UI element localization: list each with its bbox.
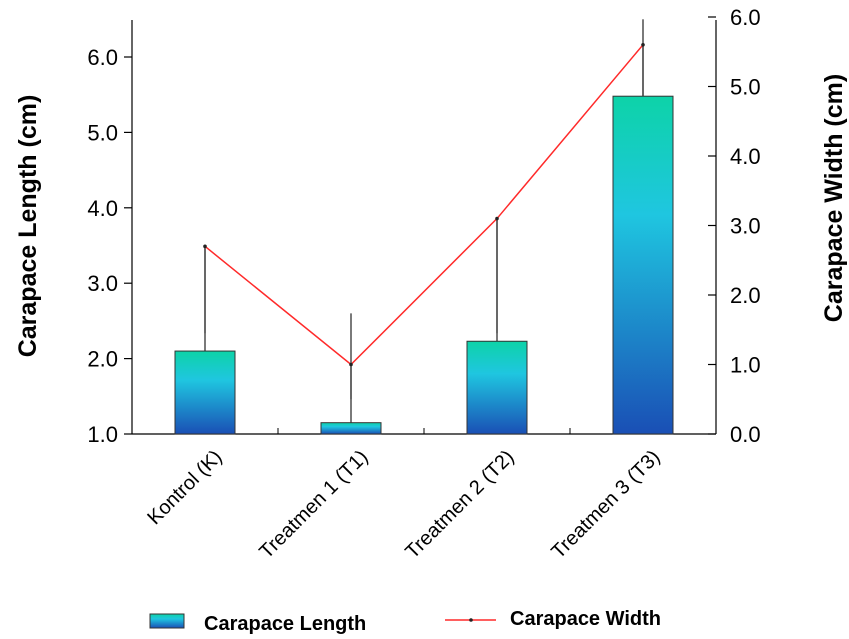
line-point [495, 216, 499, 221]
plot-area: 1.0 2.0 3.0 4.0 5.0 6.0 0.0 1.0 2.0 3.0 4.0 5.0 6.0 K… [87, 5, 760, 563]
y-left-tick-label: 6.0 [87, 45, 118, 70]
legend-label-carapace-length: Carapace Length [204, 613, 366, 635]
y-right-tick-label: 5.0 [730, 75, 761, 100]
y-right-axis-title: Carapace Width (cm) [820, 74, 848, 322]
y-left-tick-label: 4.0 [87, 196, 118, 221]
category-label: Treatmen 1 (T1) [255, 446, 372, 563]
y-left-tick-label: 1.0 [87, 422, 118, 447]
y-right-tick-label: 3.0 [730, 214, 761, 239]
line-point [203, 244, 207, 249]
y-right-tick-label: 4.0 [730, 144, 761, 169]
legend-marker-carapace-width [469, 618, 473, 622]
y-right-tick-label: 2.0 [730, 283, 761, 308]
series-line-carapace-width [204, 44, 644, 366]
legend: Carapace Length Carapace Width [149, 608, 661, 635]
bar [320, 422, 382, 435]
category-label: Treatmen 2 (T2) [401, 446, 518, 563]
bar [466, 340, 528, 435]
category-label: Kontrol (K) [143, 446, 226, 529]
category-label: Treatmen 3 (T3) [547, 446, 664, 563]
y-right-tick-label: 6.0 [730, 5, 761, 30]
y-left-tick-label: 5.0 [87, 120, 118, 145]
line-point [349, 362, 353, 367]
y-right-tick-label: 1.0 [730, 353, 761, 378]
y-right-tick-label: 0.0 [730, 422, 761, 447]
bar [174, 350, 236, 435]
y-left-tick-label: 3.0 [87, 271, 118, 296]
y-left-tick-label: 2.0 [87, 347, 118, 372]
legend-swatch-carapace-length [149, 613, 185, 629]
legend-label-carapace-width: Carapace Width [510, 608, 661, 630]
bar [612, 95, 674, 435]
y-left-axis-title: Carapace Length (cm) [14, 95, 42, 358]
line-point [641, 43, 645, 47]
